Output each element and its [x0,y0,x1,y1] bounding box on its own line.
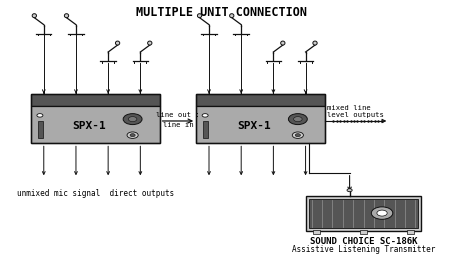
Text: mixed line
level outputs: mixed line level outputs [327,105,384,118]
Text: MULTIPLE UNIT CONNECTION: MULTIPLE UNIT CONNECTION [136,6,308,19]
Bar [196,94,325,144]
Text: SPX-1: SPX-1 [72,120,106,130]
Circle shape [128,117,137,122]
Text: line out :: line out : [156,111,200,117]
Ellipse shape [64,15,69,19]
Bar [31,107,160,144]
Bar [407,230,414,234]
Circle shape [127,132,138,139]
Ellipse shape [32,15,36,19]
Bar [196,107,325,144]
Ellipse shape [229,15,234,19]
Bar [196,94,325,107]
Bar [31,94,160,107]
Circle shape [292,132,304,139]
Bar [38,121,43,138]
Bar [313,230,320,234]
Circle shape [294,117,302,122]
Bar [360,230,367,234]
Ellipse shape [148,42,152,46]
Text: SOUND CHOICE SC-186K: SOUND CHOICE SC-186K [310,236,417,245]
Circle shape [202,114,208,118]
Circle shape [347,189,352,192]
Ellipse shape [313,42,317,46]
Circle shape [37,114,43,118]
Text: unmixed mic signal  direct outputs: unmixed mic signal direct outputs [17,188,174,197]
Bar [306,196,422,231]
Bar [309,199,418,228]
Circle shape [377,210,387,216]
Text: SPX-1: SPX-1 [237,120,271,130]
Ellipse shape [115,42,120,46]
Circle shape [288,114,307,125]
Circle shape [371,207,393,219]
Text: line in: line in [163,122,193,128]
Ellipse shape [281,42,285,46]
Circle shape [123,114,142,125]
Circle shape [130,134,135,137]
Circle shape [295,134,300,137]
Bar [31,94,160,144]
Ellipse shape [198,15,202,19]
Bar [203,121,208,138]
Text: Assistive Listening Transmitter: Assistive Listening Transmitter [292,244,435,253]
